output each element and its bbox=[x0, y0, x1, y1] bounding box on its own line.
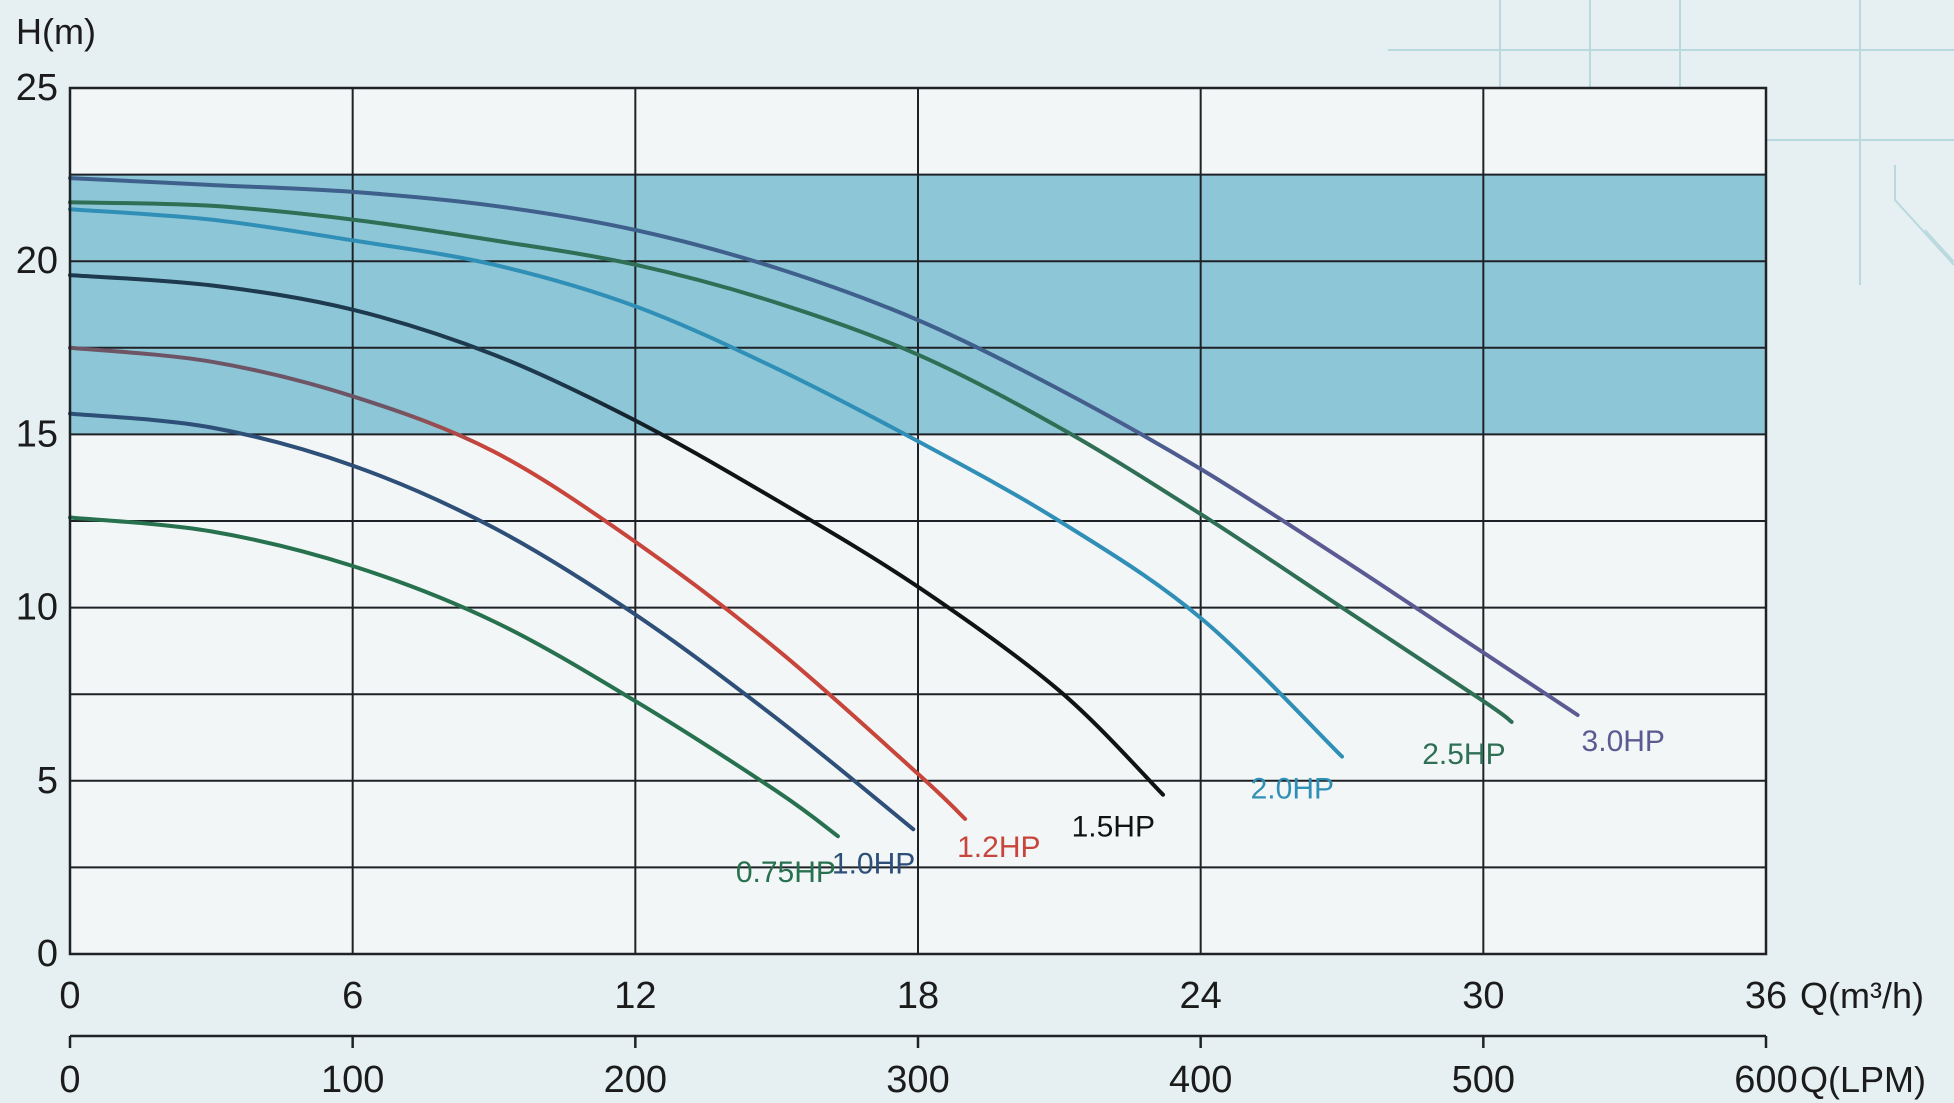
curve-2-5hp bbox=[68, 200, 1514, 724]
curve-1-0hp bbox=[68, 411, 916, 832]
series-label: 1.2HP bbox=[957, 831, 1040, 864]
x-tick-label: 12 bbox=[614, 975, 656, 1017]
y-tick-label: 15 bbox=[16, 413, 58, 455]
y-tick-label: 20 bbox=[16, 240, 58, 282]
x-tick-label: 6 bbox=[342, 975, 363, 1017]
series-label: 1.0HP bbox=[832, 847, 915, 880]
y-axis-title: H(m) bbox=[16, 11, 96, 52]
x-tick-label: 18 bbox=[897, 975, 939, 1017]
x-tick-label: 24 bbox=[1180, 975, 1222, 1017]
lpm-axis-ticks: 0 100 200 300 400 500 600 bbox=[59, 1036, 1798, 1101]
series-label: 0.75HP bbox=[736, 856, 836, 889]
curve-0-75hp bbox=[68, 515, 840, 839]
x-tick-label: 0 bbox=[59, 975, 80, 1017]
y-axis-ticks: 0 5 10 15 20 25 bbox=[16, 67, 58, 975]
x2-tick-label: 600 bbox=[1734, 1059, 1797, 1101]
curve-1-5hp bbox=[68, 273, 1165, 797]
x-axis-ticks: 0 6 12 18 24 30 36 bbox=[59, 975, 1787, 1017]
x2-tick-label: 500 bbox=[1452, 1059, 1515, 1101]
x-tick-label: 30 bbox=[1462, 975, 1504, 1017]
x2-tick-label: 200 bbox=[604, 1059, 667, 1101]
y-tick-label: 25 bbox=[16, 67, 58, 109]
x-tick-label: 36 bbox=[1745, 975, 1787, 1017]
plot-frame bbox=[68, 86, 1768, 956]
series-label: 1.5HP bbox=[1072, 811, 1155, 844]
series-label: 3.0HP bbox=[1582, 725, 1665, 758]
y-tick-label: 5 bbox=[37, 760, 58, 802]
curve-1-2hp bbox=[68, 345, 968, 821]
curve-3-0hp bbox=[68, 176, 1580, 717]
series-curves bbox=[68, 176, 1580, 839]
y-tick-label: 0 bbox=[37, 933, 58, 975]
x-axis-title: Q(m³/h) bbox=[1800, 975, 1924, 1016]
x2-tick-label: 400 bbox=[1169, 1059, 1232, 1101]
x2-tick-label: 0 bbox=[59, 1059, 80, 1101]
x2-axis-title: Q(LPM) bbox=[1800, 1059, 1926, 1100]
x2-tick-label: 100 bbox=[321, 1059, 384, 1101]
grid-lines bbox=[70, 88, 1766, 954]
y-tick-label: 10 bbox=[16, 587, 58, 629]
curve-2-0hp bbox=[68, 207, 1344, 759]
series-label: 2.5HP bbox=[1422, 738, 1505, 771]
series-label: 2.0HP bbox=[1251, 773, 1334, 806]
x2-tick-label: 300 bbox=[886, 1059, 949, 1101]
